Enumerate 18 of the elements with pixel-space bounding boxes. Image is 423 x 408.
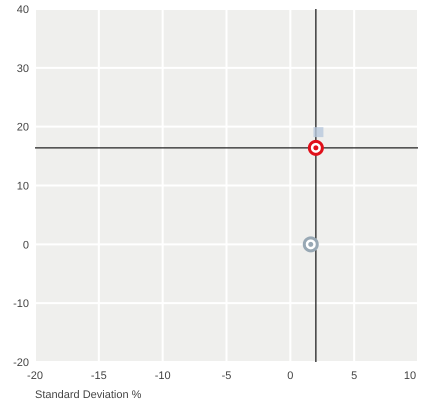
x-tick-label: 10 [404, 370, 416, 382]
y-tick-label: 20 [16, 122, 29, 134]
y-tick-label: 0 [22, 239, 29, 252]
y-tick-label: 30 [16, 62, 29, 75]
point [313, 127, 324, 138]
x-tick-label: -10 [154, 370, 171, 382]
x-axis-title: Standard Deviation % [35, 389, 142, 401]
y-tick-label: -20 [13, 357, 29, 369]
y-tick-label: -10 [13, 298, 29, 310]
x-tick-label: -20 [27, 370, 43, 382]
point [308, 140, 324, 156]
x-tick-label: -15 [90, 370, 107, 382]
x-tick-label: -5 [222, 370, 232, 382]
point [302, 236, 319, 252]
y-tick-label: 10 [16, 180, 29, 192]
x-tick-label: 0 [287, 370, 294, 382]
y-tick-label: 40 [16, 4, 29, 16]
x-tick-label: 5 [351, 370, 358, 382]
